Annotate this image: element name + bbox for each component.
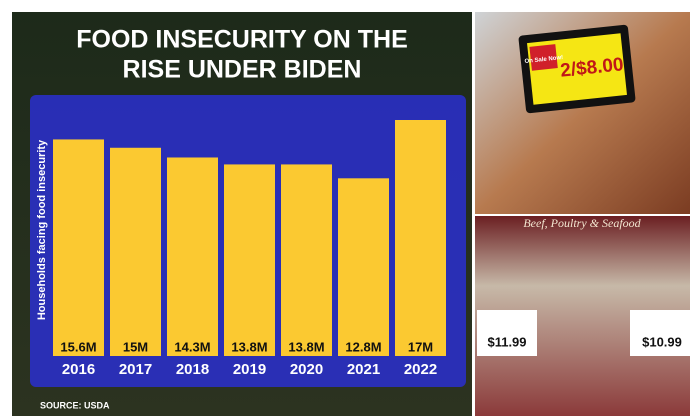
bar: [338, 178, 389, 356]
value-label: 14.3M: [174, 339, 210, 354]
price-right: $10.99: [642, 334, 682, 349]
value-label: 12.8M: [345, 339, 381, 354]
y-axis-label: Households facing food insecurity: [36, 139, 48, 320]
value-label: 13.8M: [231, 339, 267, 354]
value-label: 17M: [408, 339, 433, 354]
x-tick-label: 2020: [290, 361, 323, 378]
x-tick-label: 2017: [119, 361, 152, 378]
value-label: 15M: [123, 339, 148, 354]
bar: [224, 164, 275, 356]
bar: [281, 164, 332, 356]
price-left: $11.99: [487, 334, 526, 349]
bars: 15.6M 2016 15M 2017 14.3M 2018 13.8M 2019 13.8M 2…: [53, 120, 446, 378]
value-label: 15.6M: [60, 339, 96, 354]
bar: [395, 120, 446, 356]
chart-title-line-1: FOOD INSECURITY ON THE: [76, 26, 408, 54]
price-card-right: [630, 310, 690, 356]
x-tick-label: 2019: [233, 361, 266, 378]
banner-text: Beef, Poultry & Seafood: [523, 216, 641, 230]
x-tick-label: 2021: [347, 361, 380, 378]
source: SOURCE: USDA: [40, 400, 110, 410]
x-tick-label: 2022: [404, 361, 437, 378]
sale-tag: [529, 44, 558, 71]
x-tick-label: 2016: [62, 361, 95, 378]
bar: [53, 139, 104, 356]
bar: [167, 157, 218, 356]
bar: [110, 147, 161, 356]
x-tick-label: 2018: [176, 361, 209, 378]
chart-title-line-2: RISE UNDER BIDEN: [123, 56, 362, 84]
sale-text: On Sale Now!: [524, 55, 563, 65]
price-card-left: [477, 310, 537, 356]
value-label: 13.8M: [288, 339, 324, 354]
